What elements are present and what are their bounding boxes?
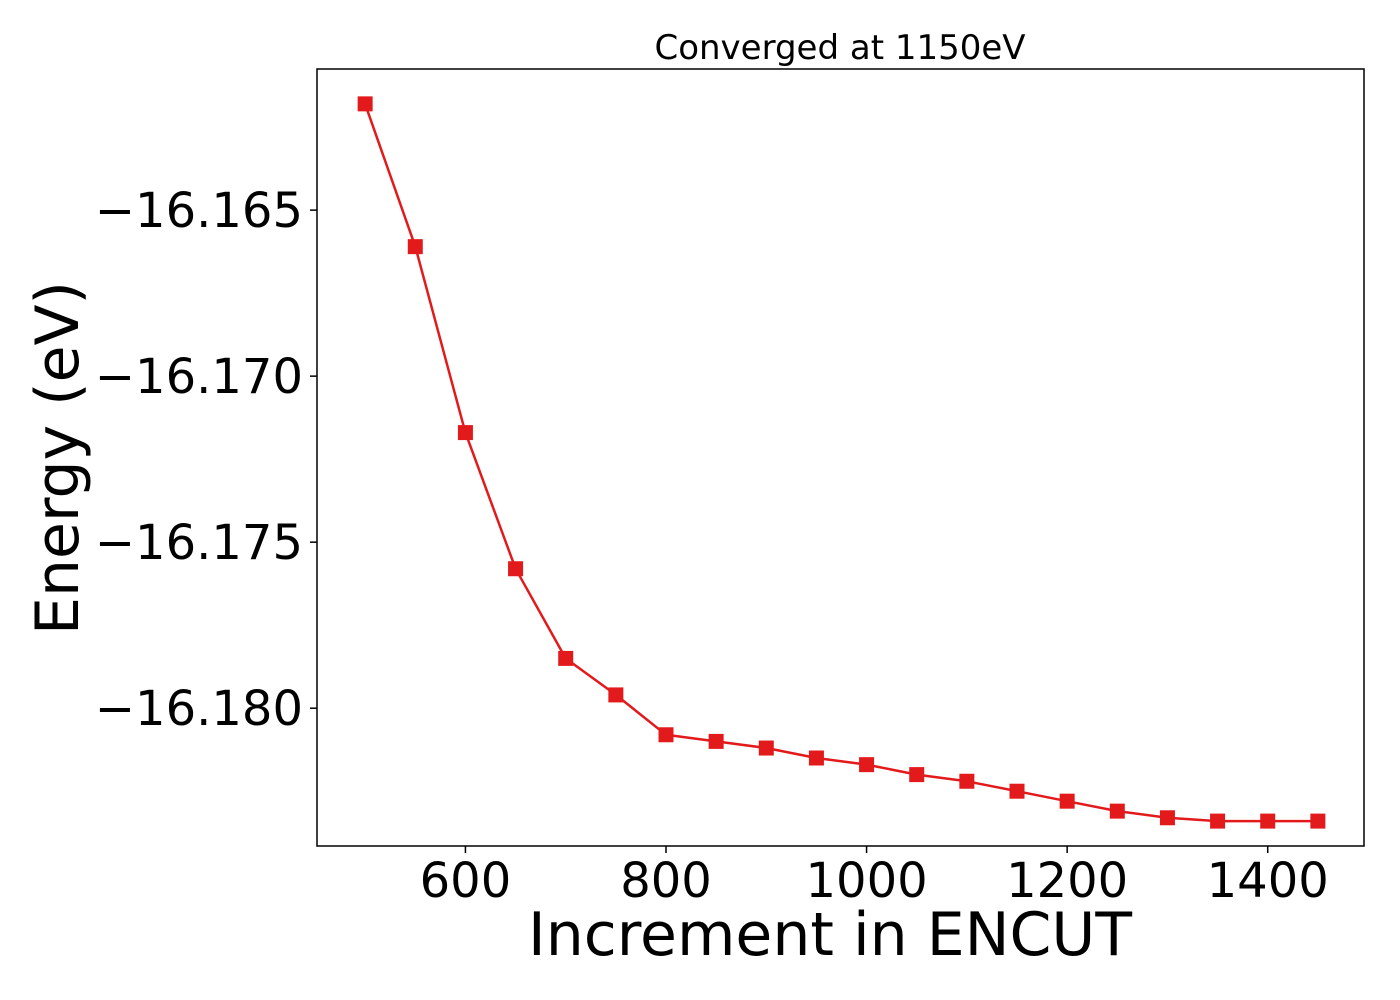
data-point-marker bbox=[909, 767, 925, 783]
y-tick-label: −16.170 bbox=[95, 349, 303, 405]
data-point-marker bbox=[658, 727, 674, 743]
y-tick-label: −16.165 bbox=[95, 183, 303, 239]
data-point-marker bbox=[457, 425, 473, 441]
y-tick-label: −16.175 bbox=[95, 515, 303, 571]
axis-ticks: 600 800 1000 1200 1400 −16.165 −16.170 −16.175 −… bbox=[95, 183, 1329, 909]
series-layer bbox=[357, 96, 1326, 829]
x-tick-label: 1000 bbox=[805, 853, 927, 909]
data-point-marker bbox=[1059, 793, 1075, 809]
x-tick-label: 1400 bbox=[1207, 853, 1329, 909]
data-point-marker bbox=[959, 773, 975, 789]
data-point-marker bbox=[1210, 813, 1226, 829]
data-point-marker bbox=[1159, 810, 1175, 826]
data-point-marker bbox=[558, 650, 574, 666]
y-tick-label: −16.180 bbox=[95, 681, 303, 737]
chart-title: Converged at 1150eV bbox=[654, 28, 1025, 68]
y-axis-label: Energy (eV) bbox=[23, 281, 93, 635]
plot-area-frame bbox=[316, 68, 1365, 847]
data-point-marker bbox=[1109, 803, 1125, 819]
series-line bbox=[363, 103, 1318, 823]
data-point-marker bbox=[608, 687, 624, 703]
data-point-marker bbox=[357, 96, 373, 112]
data-point-marker bbox=[708, 733, 724, 749]
x-axis-label: Increment in ENCUT bbox=[528, 900, 1132, 970]
x-tick-label: 800 bbox=[620, 853, 712, 909]
data-point-marker bbox=[1310, 813, 1326, 829]
data-point-marker bbox=[407, 239, 423, 255]
data-point-marker bbox=[1260, 813, 1276, 829]
x-tick-label: 1200 bbox=[1006, 853, 1128, 909]
data-point-marker bbox=[1009, 783, 1025, 799]
data-point-marker bbox=[808, 750, 824, 766]
data-point-marker bbox=[508, 561, 524, 577]
data-point-marker bbox=[859, 757, 875, 773]
data-point-marker bbox=[758, 740, 774, 756]
x-tick-label: 600 bbox=[420, 853, 512, 909]
